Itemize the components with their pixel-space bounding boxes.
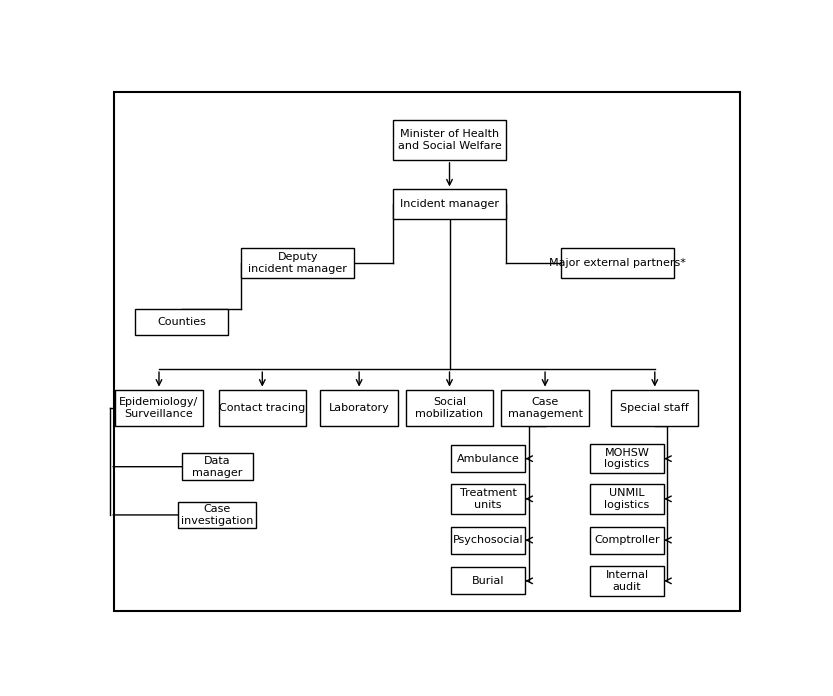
Text: Laboratory: Laboratory [329, 403, 390, 413]
FancyBboxPatch shape [451, 527, 526, 553]
FancyBboxPatch shape [561, 248, 674, 278]
Text: UNMIL
logistics: UNMIL logistics [605, 488, 650, 509]
FancyBboxPatch shape [242, 248, 354, 278]
Text: Data
manager: Data manager [192, 456, 242, 477]
Text: Ambulance: Ambulance [456, 454, 520, 464]
Text: Special staff: Special staff [621, 403, 689, 413]
FancyBboxPatch shape [393, 120, 506, 160]
Text: Internal
audit: Internal audit [606, 570, 649, 592]
FancyBboxPatch shape [135, 309, 228, 335]
FancyBboxPatch shape [178, 502, 256, 528]
Text: Social
mobilization: Social mobilization [416, 397, 484, 418]
FancyBboxPatch shape [451, 567, 526, 594]
Text: Contact tracing: Contact tracing [219, 403, 306, 413]
Text: Major external partners*: Major external partners* [549, 258, 686, 268]
Text: Case
management: Case management [507, 397, 582, 418]
Text: MOHSW
logistics: MOHSW logistics [605, 448, 650, 470]
FancyBboxPatch shape [451, 445, 526, 472]
Text: Incident manager: Incident manager [400, 199, 499, 209]
FancyBboxPatch shape [219, 390, 306, 426]
FancyBboxPatch shape [406, 390, 493, 426]
FancyBboxPatch shape [590, 566, 664, 596]
FancyBboxPatch shape [182, 453, 252, 480]
FancyBboxPatch shape [321, 390, 398, 426]
Text: Comptroller: Comptroller [594, 535, 660, 545]
Text: Epidemiology/
Surveillance: Epidemiology/ Surveillance [119, 397, 198, 418]
Text: Counties: Counties [157, 317, 206, 327]
FancyBboxPatch shape [451, 484, 526, 514]
FancyBboxPatch shape [590, 527, 664, 553]
Text: Burial: Burial [472, 576, 505, 586]
FancyBboxPatch shape [590, 484, 664, 514]
FancyBboxPatch shape [116, 390, 202, 426]
FancyBboxPatch shape [393, 189, 506, 219]
Text: Treatment
units: Treatment units [460, 488, 516, 509]
Text: Minister of Health
and Social Welfare: Minister of Health and Social Welfare [397, 129, 501, 150]
FancyBboxPatch shape [590, 444, 664, 473]
Text: Psychosocial: Psychosocial [453, 535, 524, 545]
FancyBboxPatch shape [501, 390, 589, 426]
Text: Case
investigation: Case investigation [181, 504, 253, 525]
FancyBboxPatch shape [611, 390, 698, 426]
Text: Deputy
incident manager: Deputy incident manager [248, 252, 347, 274]
